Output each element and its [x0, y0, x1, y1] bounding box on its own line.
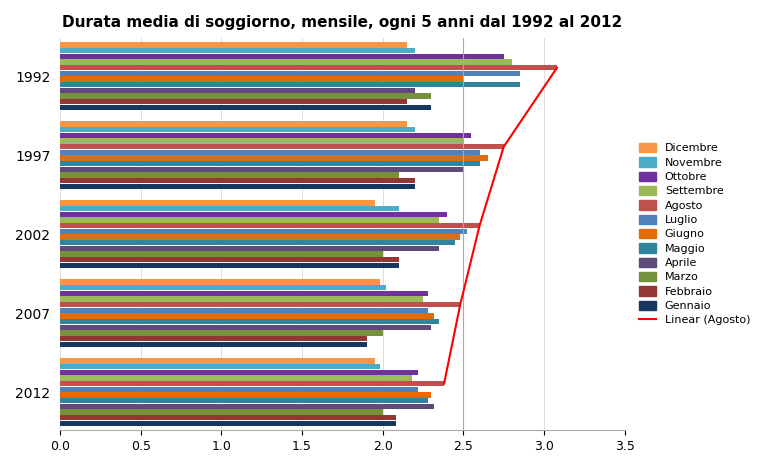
Bar [60, 296, 423, 302]
Bar [60, 138, 464, 144]
Bar [60, 184, 415, 189]
Bar [60, 404, 434, 409]
Bar [60, 223, 480, 228]
Bar [60, 415, 396, 420]
Bar [60, 375, 412, 380]
Bar [60, 330, 383, 336]
Bar [60, 336, 367, 342]
Bar [60, 212, 448, 217]
Bar [60, 342, 367, 347]
Bar [60, 155, 488, 161]
Bar [60, 172, 399, 178]
Bar [60, 251, 383, 257]
Bar [60, 82, 520, 88]
Bar [60, 370, 418, 375]
Bar [60, 42, 407, 48]
Bar [60, 94, 431, 99]
Bar [60, 48, 415, 53]
Bar [60, 398, 428, 403]
Bar [60, 240, 455, 245]
Bar [60, 307, 428, 313]
Bar [60, 285, 386, 290]
Bar [60, 314, 434, 319]
Bar [60, 358, 375, 364]
Bar [60, 71, 520, 76]
Bar [60, 200, 375, 205]
Bar [60, 410, 383, 415]
Bar [60, 76, 464, 82]
Bar [60, 229, 467, 234]
Bar [60, 132, 471, 138]
Bar [60, 257, 399, 263]
Bar [60, 54, 504, 59]
Bar [60, 150, 480, 155]
Bar [60, 291, 428, 296]
Bar [60, 217, 439, 223]
Bar [60, 167, 464, 172]
Bar [60, 59, 512, 65]
Legend: Dicembre, Novembre, Ottobre, Settembre, Agosto, Luglio, Giugno, Maggio, Aprile, : Dicembre, Novembre, Ottobre, Settembre, … [636, 139, 754, 329]
Bar [60, 178, 415, 183]
Bar [60, 161, 480, 167]
Bar [60, 144, 504, 149]
Bar [60, 121, 407, 126]
Bar [60, 364, 380, 369]
Bar [60, 381, 444, 387]
Bar [60, 127, 415, 132]
Bar [60, 105, 431, 110]
Bar [60, 88, 415, 93]
Bar [60, 99, 407, 104]
Bar [60, 206, 399, 211]
Bar [60, 246, 439, 251]
Bar [60, 279, 380, 285]
Bar [60, 319, 439, 324]
Bar [60, 302, 460, 307]
Bar [60, 263, 399, 268]
Bar [60, 392, 431, 398]
Bar [60, 387, 418, 392]
Bar [60, 421, 396, 426]
Title: Durata media di soggiorno, mensile, ogni 5 anni dal 1992 al 2012: Durata media di soggiorno, mensile, ogni… [62, 15, 623, 30]
Bar [60, 234, 460, 240]
Bar [60, 65, 557, 70]
Bar [60, 325, 431, 330]
